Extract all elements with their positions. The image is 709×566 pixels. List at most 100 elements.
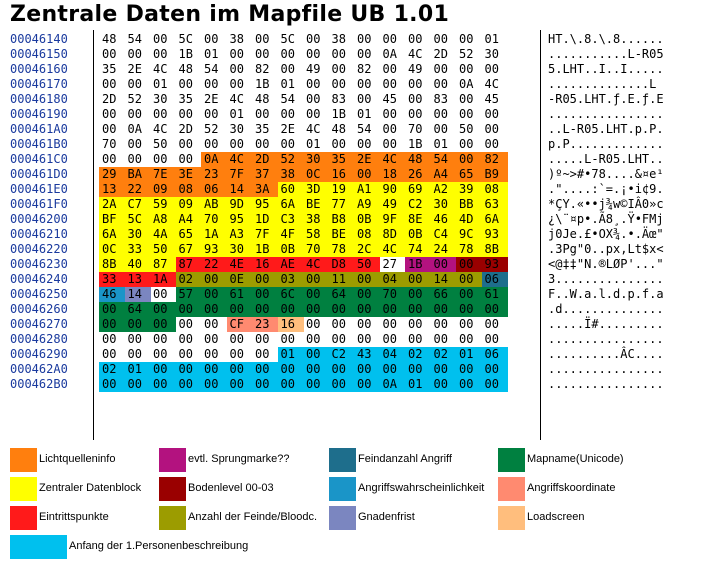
hex-byte: 06: [481, 347, 508, 362]
hex-byte: 00: [430, 302, 457, 317]
hex-byte: 1A: [201, 227, 228, 242]
hex-byte: 00: [201, 362, 228, 377]
legend-swatch: [10, 448, 37, 472]
hex-byte: 00: [150, 362, 177, 377]
hex-byte: 74: [405, 242, 432, 257]
hex-byte: 4C: [303, 257, 330, 272]
row-ascii: F..W.a.l.d.p.f.a: [548, 287, 664, 301]
hex-byte: 00: [354, 287, 381, 302]
row-address: 00046290: [10, 347, 68, 361]
row-address: 00046190: [10, 107, 68, 121]
hex-byte: 00: [328, 377, 355, 392]
hex-byte: 48: [178, 62, 193, 76]
hex-byte: 00: [255, 137, 270, 151]
hex-byte: 66: [430, 287, 457, 302]
hex-byte: 00: [127, 332, 142, 346]
hex-byte: 00: [430, 377, 457, 392]
hex-byte: 2A: [99, 197, 126, 212]
hex-byte: 63: [481, 197, 508, 212]
hex-byte: 00: [382, 77, 397, 91]
hex-byte: 00: [204, 347, 219, 361]
hex-byte: 00: [433, 332, 448, 346]
hex-byte: 29: [99, 167, 126, 182]
legend-label: Feindanzahl Angriff: [358, 453, 452, 465]
hex-byte: A1: [354, 182, 381, 197]
hex-byte: 00: [433, 77, 448, 91]
hex-byte: 0A: [201, 152, 228, 167]
row-address: 000462A0: [10, 362, 68, 376]
hex-byte: C3: [277, 212, 304, 227]
row-ascii: 3...............: [548, 272, 664, 286]
hex-byte: 24: [430, 242, 457, 257]
hex-byte: 4C: [379, 242, 406, 257]
hex-byte: 00: [178, 317, 193, 331]
legend-swatch: [10, 506, 37, 530]
hex-byte: 00: [382, 137, 397, 151]
hex-byte: 00: [178, 107, 193, 121]
hex-byte: 01: [153, 77, 168, 91]
hex-byte: 00: [277, 362, 304, 377]
hex-byte: 9C: [456, 227, 483, 242]
hex-byte: 78: [328, 242, 355, 257]
hex-byte: 1B: [255, 77, 270, 91]
hex-byte: 82: [255, 62, 270, 76]
row-ascii: ................: [548, 107, 664, 121]
hex-byte: 00: [280, 47, 295, 61]
hex-byte: 46: [99, 287, 126, 302]
row-address: 00046270: [10, 317, 68, 331]
hex-byte: 00: [204, 107, 219, 121]
hex-dump: 00046140 48 54 00 5C 00 38 00 5C 00 38 00 00 00 00 00 01…: [10, 30, 664, 440]
hex-byte: 00: [408, 332, 423, 346]
hex-byte: 65: [175, 227, 202, 242]
hex-byte: 0C: [99, 242, 126, 257]
hex-byte: 11: [328, 272, 355, 287]
hex-byte: 00: [226, 377, 253, 392]
hex-byte: 35: [102, 62, 117, 76]
hex-byte: 95: [252, 197, 279, 212]
hex-byte: 00: [306, 332, 321, 346]
row-address: 00046240: [10, 272, 68, 286]
hex-byte: 1A: [150, 272, 177, 287]
hex-byte: 03: [277, 272, 304, 287]
hex-byte: 8E: [405, 212, 432, 227]
hex-byte: 93: [481, 227, 508, 242]
hex-byte: 2E: [354, 152, 381, 167]
hex-byte: 00: [354, 272, 381, 287]
hex-byte: 48: [255, 92, 270, 106]
hex-byte: 58: [303, 227, 330, 242]
hex-byte: 38: [331, 32, 346, 46]
hex-byte: A9: [354, 197, 381, 212]
row-ascii: -R05.LHT.ƒ.E.ƒ.E: [548, 92, 664, 106]
hex-byte: 04: [379, 272, 406, 287]
hex-byte: 00: [303, 377, 330, 392]
hex-byte: 00: [102, 107, 117, 121]
hex-byte: 0C: [303, 167, 330, 182]
hex-byte: 01: [229, 107, 244, 121]
hex-byte: 45: [382, 92, 397, 106]
hex-byte: 00: [328, 302, 355, 317]
hex-byte: 00: [127, 77, 142, 91]
hex-byte: A2: [430, 182, 457, 197]
hex-byte: 00: [127, 137, 142, 151]
hex-byte: 00: [433, 32, 448, 46]
hex-byte: 00: [204, 77, 219, 91]
legend-label: Loadscreen: [527, 511, 585, 523]
hex-byte: 00: [456, 272, 483, 287]
hex-byte: 2E: [204, 92, 219, 106]
legend-swatch: [10, 535, 67, 559]
row-ascii: ¿\¨¤p•.Ã8¸.Ÿ•FMj: [548, 212, 664, 226]
hex-byte: 00: [481, 302, 508, 317]
hex-byte: 00: [175, 377, 202, 392]
hex-byte: 00: [102, 347, 117, 361]
hex-byte: 50: [153, 137, 168, 151]
legend-swatch: [159, 506, 186, 530]
hex-byte: 54: [357, 122, 372, 136]
hex-byte: 00: [229, 332, 244, 346]
ascii-separator: [540, 30, 541, 440]
hex-byte: 00: [354, 167, 381, 182]
hex-byte: 00: [204, 317, 219, 331]
hex-byte: 7E: [150, 167, 177, 182]
hex-byte: 00: [430, 257, 457, 272]
hex-byte: 1B: [408, 137, 423, 151]
hex-byte: 16: [252, 257, 279, 272]
